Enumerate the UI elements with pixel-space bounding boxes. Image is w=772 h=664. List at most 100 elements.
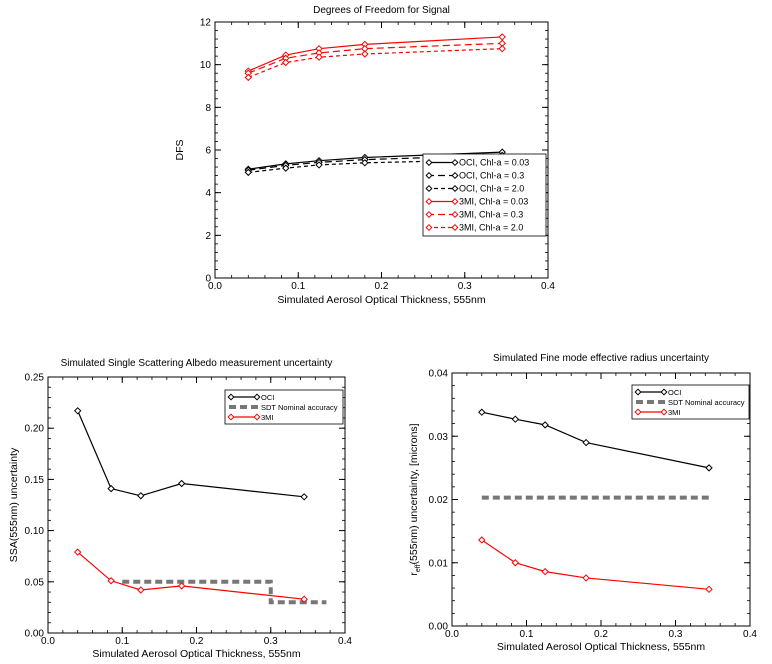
legend-marker <box>253 413 261 421</box>
legend-label: 3MI, Chl-a = 0.3 <box>459 210 523 220</box>
x-tick-label: 0.1 <box>520 629 534 640</box>
data-point <box>315 53 323 61</box>
y-axis-label-subscript: eff <box>415 564 422 572</box>
y-tick-label: 0.00 <box>25 629 45 640</box>
legend-marker <box>425 210 433 219</box>
y-tick-label: 0.10 <box>25 526 45 537</box>
data-point <box>361 50 369 58</box>
y-tick-label: 12 <box>200 18 212 29</box>
data-point <box>498 44 506 53</box>
y-tick-label: 8 <box>205 103 211 114</box>
series-oci <box>478 408 713 472</box>
data-point <box>582 574 590 582</box>
x-tick-label: 0.2 <box>594 629 608 640</box>
data-point <box>137 492 145 500</box>
legend-marker <box>425 171 433 180</box>
legend-label: 3MI, Chl-a = 0.03 <box>459 197 528 207</box>
series-3mi <box>478 536 713 594</box>
y-tick-label: 10 <box>200 60 212 71</box>
legend-marker <box>451 197 459 206</box>
data-point <box>315 161 323 169</box>
y-tick-label: 0 <box>205 274 211 285</box>
legend-label: OCI, Chl-a = 0.03 <box>459 158 529 168</box>
data-point <box>73 407 82 415</box>
chart-1: Degrees of Freedom for Signal 0.0 0.1 0.2 0.… <box>174 5 555 306</box>
series-sdt-nominal-accuracy <box>122 579 327 605</box>
y-axis-label-main: r <box>408 572 420 576</box>
data-point <box>705 585 713 594</box>
x-tick-label: 0.0 <box>41 636 55 647</box>
y-tick-label: 0.03 <box>429 432 449 443</box>
x-tick-label: 0.4 <box>541 281 555 292</box>
chart-2: Simulated Single Scattering Albedo measu… <box>8 358 352 660</box>
data-point <box>705 464 713 472</box>
y-tick-label: 0.15 <box>25 475 45 486</box>
legend-marker <box>425 158 433 167</box>
data-point <box>478 536 486 544</box>
chart-title: Degrees of Freedom for Signal <box>313 5 450 16</box>
x-tick-label: 0.4 <box>743 629 757 640</box>
data-point <box>282 164 290 172</box>
legend-label: OCI <box>668 388 681 397</box>
legend-label: 3MI <box>668 408 681 417</box>
data-point <box>107 484 115 493</box>
y-tick-label: 0.25 <box>25 373 45 384</box>
data-point <box>582 438 590 447</box>
legend-marker <box>634 388 642 396</box>
legend-marker <box>451 223 459 232</box>
data-point <box>300 595 308 603</box>
data-point <box>541 567 549 576</box>
data-point <box>511 415 520 423</box>
series-3mi-chl-a-0-03 <box>244 33 506 75</box>
data-point <box>282 58 290 67</box>
data-point <box>498 33 506 41</box>
data-point <box>137 586 145 594</box>
legend-marker <box>425 223 433 232</box>
legend-marker <box>660 388 668 396</box>
legend-marker <box>660 408 668 416</box>
legend-label: OCI, Chl-a = 0.3 <box>459 171 524 181</box>
series-3mi-chl-a-0-3 <box>244 39 506 77</box>
series-3mi <box>73 548 308 603</box>
data-point <box>361 159 369 167</box>
x-axis-label: Simulated Aerosol Optical Thickness, 555… <box>92 648 300 660</box>
data-point <box>511 559 520 567</box>
y-tick-label: 0.20 <box>25 424 45 435</box>
series-3mi-chl-a-2-0 <box>244 44 506 82</box>
y-tick-label: 0.01 <box>429 558 449 569</box>
legend-label: 3MI, Chl-a = 2.0 <box>459 223 523 233</box>
chart-3: Simulated Fine mode effective radius unc… <box>408 353 757 653</box>
legend-marker <box>451 171 459 180</box>
legend-box <box>422 153 547 237</box>
legend: OCI, Chl-a = 0.03 OCI, Chl-a = 0.3 OCI, Ch… <box>422 153 547 237</box>
data-point <box>478 408 486 416</box>
legend-marker <box>451 184 459 193</box>
data-point <box>107 577 115 585</box>
series-line <box>122 579 327 605</box>
x-tick-label: 0.3 <box>669 629 683 640</box>
y-tick-label: 6 <box>205 146 211 157</box>
data-point <box>244 73 253 82</box>
y-tick-label: 0.00 <box>429 622 449 633</box>
legend-label: OCI, Chl-a = 2.0 <box>459 184 524 194</box>
y-tick-label: 4 <box>205 188 211 199</box>
y-axis-label: DFS <box>174 140 186 161</box>
series-line <box>248 42 503 74</box>
y-tick-label: 0.05 <box>25 577 45 588</box>
x-tick-label: 0.4 <box>338 636 352 647</box>
y-tick-label: 0.04 <box>429 369 449 380</box>
x-axis-label: Simulated Aerosol Optical Thickness, 555… <box>277 294 485 306</box>
legend-label: SDT Nominal accuracy <box>668 398 745 407</box>
x-tick-label: 0.1 <box>291 281 305 292</box>
legend-marker <box>425 184 433 193</box>
x-tick-label: 0.3 <box>458 281 472 292</box>
y-axis-label: SSA(555nm) uncertainty <box>8 447 20 562</box>
x-axis-label: Simulated Aerosol Optical Thickness, 555… <box>497 641 705 653</box>
data-point <box>244 168 253 177</box>
legend-label: 3MI <box>261 413 274 422</box>
legend-marker <box>451 210 459 219</box>
x-tick-label: 0.0 <box>208 281 222 292</box>
legend-marker <box>634 408 642 416</box>
